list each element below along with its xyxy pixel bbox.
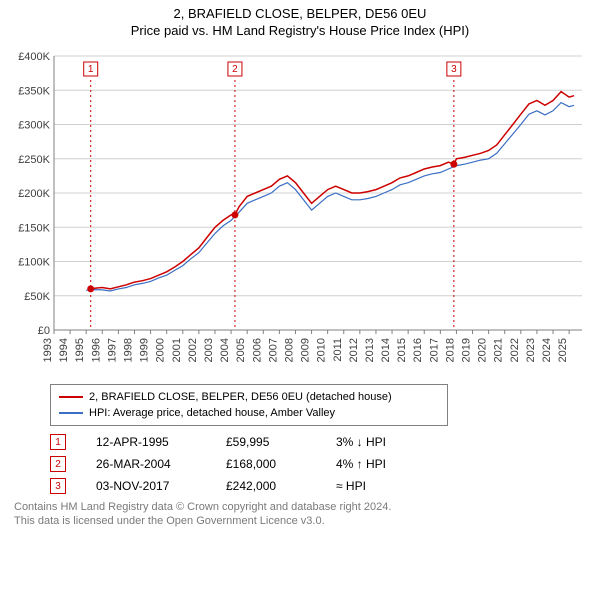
transaction-hpi: 4% ↑ HPI xyxy=(336,457,416,471)
line-chart-svg: £0 £50K £100K £150K £200K £250K £300K £350K £400… xyxy=(10,48,590,378)
svg-text:2022: 2022 xyxy=(509,338,521,362)
svg-text:£0: £0 xyxy=(38,325,50,337)
svg-text:£50K: £50K xyxy=(24,291,50,303)
svg-text:2025: 2025 xyxy=(557,338,569,362)
title-line2: Price paid vs. HM Land Registry's House … xyxy=(0,23,600,38)
svg-text:1: 1 xyxy=(88,64,94,75)
transaction-marker-2: 2 xyxy=(50,456,66,472)
transactions-table: 1 12-APR-1995 £59,995 3% ↓ HPI 2 26-MAR-… xyxy=(50,434,590,494)
legend-row: 2, BRAFIELD CLOSE, BELPER, DE56 0EU (det… xyxy=(59,389,439,405)
svg-text:2005: 2005 xyxy=(235,338,247,362)
legend-row: HPI: Average price, detached house, Ambe… xyxy=(59,405,439,421)
legend-label-series1: 2, BRAFIELD CLOSE, BELPER, DE56 0EU (det… xyxy=(89,389,392,405)
svg-text:2024: 2024 xyxy=(541,338,553,362)
svg-text:2010: 2010 xyxy=(316,338,328,362)
svg-text:£350K: £350K xyxy=(18,85,50,97)
svg-text:2018: 2018 xyxy=(444,338,456,362)
footer-line1: Contains HM Land Registry data © Crown c… xyxy=(14,500,590,514)
svg-text:2013: 2013 xyxy=(364,338,376,362)
transaction-date: 12-APR-1995 xyxy=(96,435,196,449)
transaction-marker-1: 1 xyxy=(50,434,66,450)
chart-area: £0 £50K £100K £150K £200K £250K £300K £350K £400… xyxy=(10,48,590,378)
svg-text:1993: 1993 xyxy=(42,338,54,362)
svg-text:2004: 2004 xyxy=(219,338,231,362)
footer-line2: This data is licensed under the Open Gov… xyxy=(14,514,590,528)
svg-text:2015: 2015 xyxy=(396,338,408,362)
svg-text:2009: 2009 xyxy=(300,338,312,362)
transaction-hpi: ≈ HPI xyxy=(336,479,416,493)
svg-text:1997: 1997 xyxy=(106,338,118,362)
svg-text:2008: 2008 xyxy=(283,338,295,362)
svg-text:2001: 2001 xyxy=(171,338,183,362)
legend-box: 2, BRAFIELD CLOSE, BELPER, DE56 0EU (det… xyxy=(50,384,448,426)
transaction-date: 26-MAR-2004 xyxy=(96,457,196,471)
svg-text:2: 2 xyxy=(232,64,238,75)
svg-text:2000: 2000 xyxy=(155,338,167,362)
title-line1: 2, BRAFIELD CLOSE, BELPER, DE56 0EU xyxy=(0,6,600,21)
svg-text:2014: 2014 xyxy=(380,338,392,362)
svg-text:£400K: £400K xyxy=(18,51,50,63)
svg-text:1995: 1995 xyxy=(74,338,86,362)
svg-text:2023: 2023 xyxy=(525,338,537,362)
svg-text:£100K: £100K xyxy=(18,257,50,269)
table-row: 3 03-NOV-2017 £242,000 ≈ HPI xyxy=(50,478,590,494)
transaction-price: £242,000 xyxy=(226,479,306,493)
svg-text:2012: 2012 xyxy=(348,338,360,362)
transaction-date: 03-NOV-2017 xyxy=(96,479,196,493)
svg-text:2003: 2003 xyxy=(203,338,215,362)
legend-swatch-series1 xyxy=(59,396,83,398)
title-block: 2, BRAFIELD CLOSE, BELPER, DE56 0EU Pric… xyxy=(0,0,600,38)
svg-text:£200K: £200K xyxy=(18,188,50,200)
svg-text:2020: 2020 xyxy=(477,338,489,362)
transaction-price: £168,000 xyxy=(226,457,306,471)
svg-text:2019: 2019 xyxy=(461,338,473,362)
legend-swatch-series2 xyxy=(59,412,83,414)
transaction-marker-3: 3 xyxy=(50,478,66,494)
svg-text:1996: 1996 xyxy=(90,338,102,362)
transaction-price: £59,995 xyxy=(226,435,306,449)
table-row: 2 26-MAR-2004 £168,000 4% ↑ HPI xyxy=(50,456,590,472)
svg-text:2016: 2016 xyxy=(412,338,424,362)
svg-text:2006: 2006 xyxy=(251,338,263,362)
svg-text:3: 3 xyxy=(451,64,457,75)
table-row: 1 12-APR-1995 £59,995 3% ↓ HPI xyxy=(50,434,590,450)
svg-text:£150K: £150K xyxy=(18,222,50,234)
chart-container: 2, BRAFIELD CLOSE, BELPER, DE56 0EU Pric… xyxy=(0,0,600,529)
svg-text:£250K: £250K xyxy=(18,154,50,166)
footer-attribution: Contains HM Land Registry data © Crown c… xyxy=(14,500,590,529)
svg-text:1994: 1994 xyxy=(58,338,70,362)
svg-text:2007: 2007 xyxy=(267,338,279,362)
svg-text:1999: 1999 xyxy=(139,338,151,362)
svg-text:£300K: £300K xyxy=(18,120,50,132)
svg-text:2011: 2011 xyxy=(332,338,344,362)
transaction-hpi: 3% ↓ HPI xyxy=(336,435,416,449)
svg-text:2021: 2021 xyxy=(493,338,505,362)
svg-text:2017: 2017 xyxy=(428,338,440,362)
legend-label-series2: HPI: Average price, detached house, Ambe… xyxy=(89,405,335,421)
svg-text:2002: 2002 xyxy=(187,338,199,362)
svg-text:1998: 1998 xyxy=(122,338,134,362)
